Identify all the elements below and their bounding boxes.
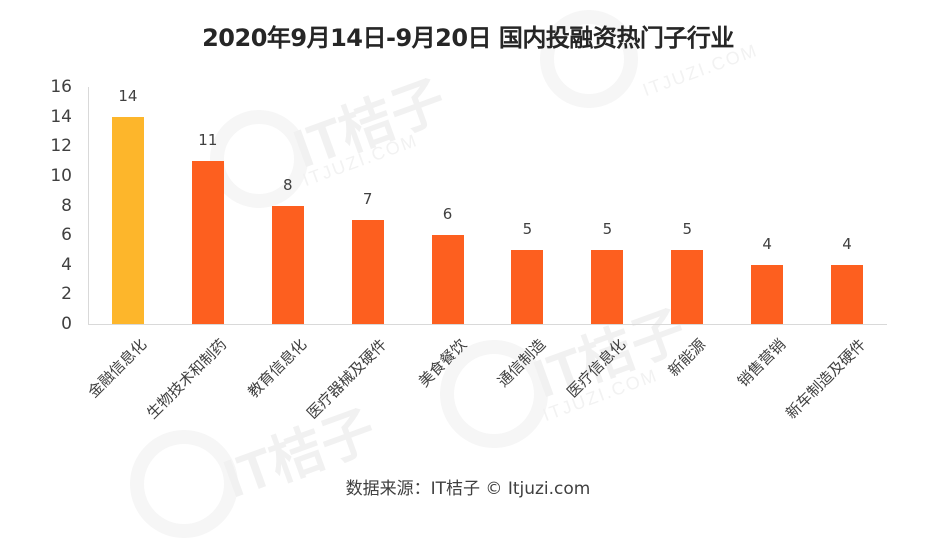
bar-value-label: 11 xyxy=(198,131,218,150)
y-tick-label: 8 xyxy=(61,195,72,216)
x-category-label: 金融信息化 xyxy=(84,335,151,402)
bar-value-label: 6 xyxy=(442,205,453,224)
bar xyxy=(511,249,544,324)
bar-value-label: 5 xyxy=(602,219,613,238)
chart-title: 2020年9月14日-9月20日 国内投融资热门子行业 xyxy=(202,24,734,52)
bar xyxy=(351,220,384,324)
bar xyxy=(191,161,224,324)
bar xyxy=(591,249,624,324)
y-tick-label: 14 xyxy=(50,106,72,127)
x-category-label: 生物技术和制药 xyxy=(143,335,231,423)
bar xyxy=(671,249,704,324)
bar xyxy=(271,205,304,324)
bar xyxy=(431,235,464,324)
y-tick-label: 0 xyxy=(61,314,72,334)
y-tick-label: 10 xyxy=(50,165,72,186)
x-category-label: 新能源 xyxy=(664,335,710,380)
data-source-note: 数据来源：IT桔子 © Itjuzi.com xyxy=(345,479,591,499)
bar-value-label: 4 xyxy=(842,234,852,253)
bar xyxy=(751,264,784,324)
bar-value-label: 5 xyxy=(522,219,533,238)
bar xyxy=(111,116,144,324)
x-axis-line xyxy=(88,324,887,325)
bar-value-label: 5 xyxy=(682,219,693,238)
y-tick-label: 4 xyxy=(61,254,72,275)
bar xyxy=(831,264,864,324)
y-tick-label: 2 xyxy=(61,284,72,305)
y-tick-label: 6 xyxy=(61,225,72,246)
x-category-label: 新车制造及硬件 xyxy=(782,335,870,423)
bar-value-label: 14 xyxy=(118,86,138,105)
y-tick-label: 12 xyxy=(50,136,72,157)
x-category-label: 销售营销 xyxy=(734,335,790,391)
y-axis-line xyxy=(88,87,89,325)
x-category-label: 教育信息化 xyxy=(244,335,310,402)
bar-value-label: 8 xyxy=(282,175,293,194)
watermark-domain: ITJUZI.COM xyxy=(300,129,421,191)
bar-value-label: 7 xyxy=(362,190,373,209)
bar-value-label: 4 xyxy=(762,234,772,253)
x-category-label: 医疗器械及硬件 xyxy=(302,335,390,423)
y-tick-label: 16 xyxy=(50,77,72,97)
